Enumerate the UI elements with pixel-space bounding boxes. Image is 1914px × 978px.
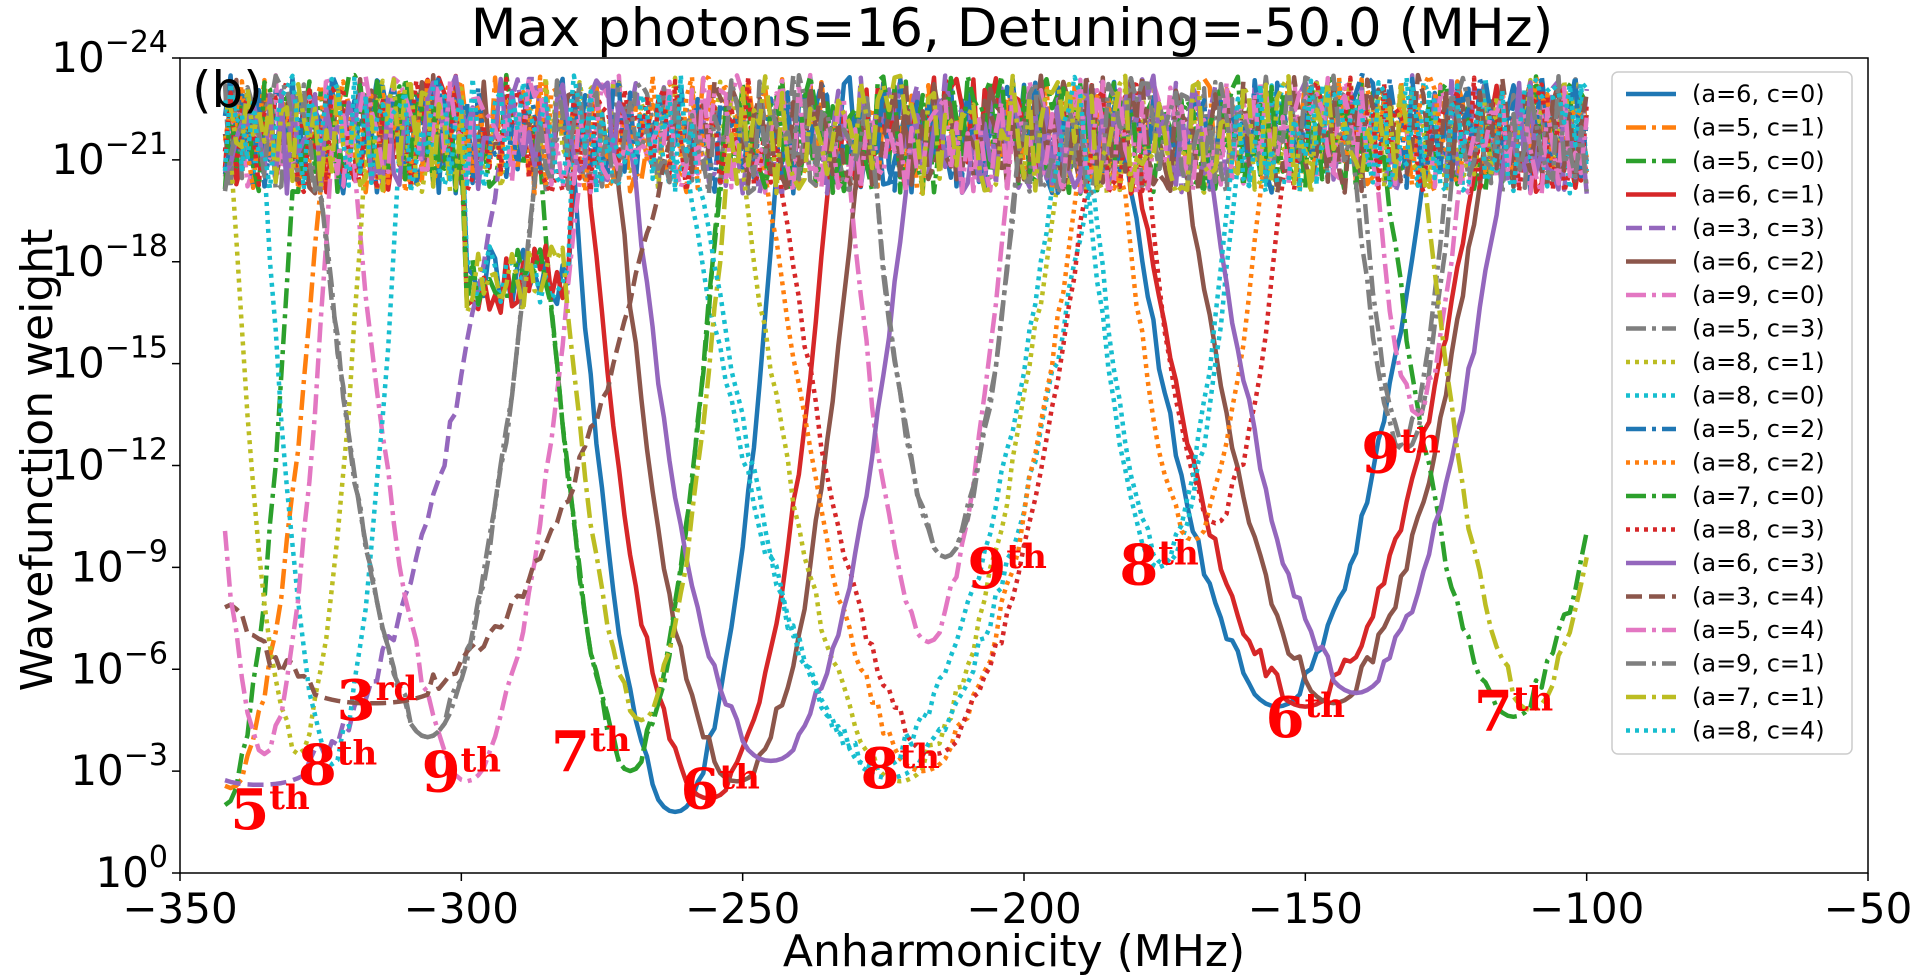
legend-entry: (a=6, c=2) (1692, 248, 1825, 276)
peak-annotation: 7th (1474, 678, 1553, 744)
panel-label: (b) (192, 61, 263, 119)
legend-entry: (a=5, c=3) (1692, 315, 1825, 343)
y-tick-label: 10−18 (51, 229, 168, 286)
series-line-17 (222, 73, 1589, 740)
y-tick-label: 10−21 (51, 127, 168, 184)
legend-entry: (a=8, c=1) (1692, 348, 1825, 376)
legend-entry: (a=6, c=1) (1692, 181, 1825, 209)
chart-title: Max photons=16, Detuning=-50.0 (MHz) (471, 0, 1554, 59)
legend-box (1611, 71, 1853, 755)
legend: (a=6, c=0) (a=5, c=1) (a=5, c=0) (a=6, c=1)… (1611, 71, 1853, 755)
x-axis-label: Anharmonicity (MHz) (783, 926, 1245, 977)
x-tick-label: −100 (1529, 884, 1644, 933)
series-line-15 (224, 72, 1589, 706)
legend-entry: (a=5, c=0) (1692, 147, 1825, 175)
peak-annotation: 5th (230, 777, 309, 843)
peak-annotation: 9th (1361, 420, 1440, 486)
legend-entry: (a=7, c=1) (1692, 683, 1825, 711)
legend-entry: (a=3, c=3) (1692, 214, 1825, 242)
peak-annotation: 8th (1119, 532, 1198, 598)
y-tick-label: 10−24 (51, 25, 168, 82)
legend-entry: (a=8, c=4) (1692, 717, 1825, 745)
y-axis-label: Wavefunction weight (12, 229, 63, 692)
x-tick-label: −300 (404, 884, 519, 933)
peak-annotation: 6th (680, 756, 759, 822)
legend-entry: (a=3, c=4) (1692, 583, 1825, 611)
plot-area (222, 72, 1589, 815)
legend-entry: (a=8, c=2) (1692, 449, 1825, 477)
peak-annotation: 9th (422, 740, 501, 806)
x-tick-label: −200 (966, 884, 1081, 933)
y-tick-label: 100 (95, 840, 168, 897)
series-line-18 (224, 73, 1589, 723)
peak-annotation: 3rd (337, 668, 418, 734)
legend-entry: (a=9, c=1) (1692, 650, 1825, 678)
x-tick-label: −250 (685, 884, 800, 933)
legend-entry: (a=7, c=0) (1692, 482, 1825, 510)
x-tick-label: −50 (1824, 884, 1913, 933)
peak-annotation: 9th (967, 536, 1046, 602)
peak-annotation: 6th (1266, 685, 1345, 751)
axes: −350 −300 −250 −200 −150 −100 −50 100 10−3 10−6 10… (51, 25, 1912, 933)
legend-entry: (a=5, c=1) (1692, 114, 1825, 142)
legend-entry: (a=5, c=2) (1692, 415, 1825, 443)
legend-entry: (a=8, c=0) (1692, 382, 1825, 410)
series-line-9 (222, 75, 1589, 781)
y-tick-label: 10−3 (70, 738, 168, 795)
series-line-16 (222, 74, 1589, 757)
peak-annotation: 8th (298, 733, 377, 799)
x-tick-label: −350 (122, 884, 237, 933)
peak-annotation: 8th (861, 736, 940, 802)
y-tick-label: 10−6 (70, 636, 168, 693)
legend-entry: (a=9, c=0) (1692, 281, 1825, 309)
x-tick-label: −150 (1248, 884, 1363, 933)
y-tick-label: 10−12 (51, 433, 168, 490)
y-tick-label: 10−9 (70, 534, 168, 591)
legend-entry: (a=8, c=3) (1692, 516, 1825, 544)
y-tick-label: 10−15 (51, 331, 168, 388)
legend-entry: (a=5, c=4) (1692, 616, 1825, 644)
legend-entry: (a=6, c=3) (1692, 549, 1825, 577)
peak-annotation: 7th (551, 719, 630, 785)
legend-entry: (a=6, c=0) (1692, 80, 1825, 108)
series-line-12 (222, 72, 1589, 774)
